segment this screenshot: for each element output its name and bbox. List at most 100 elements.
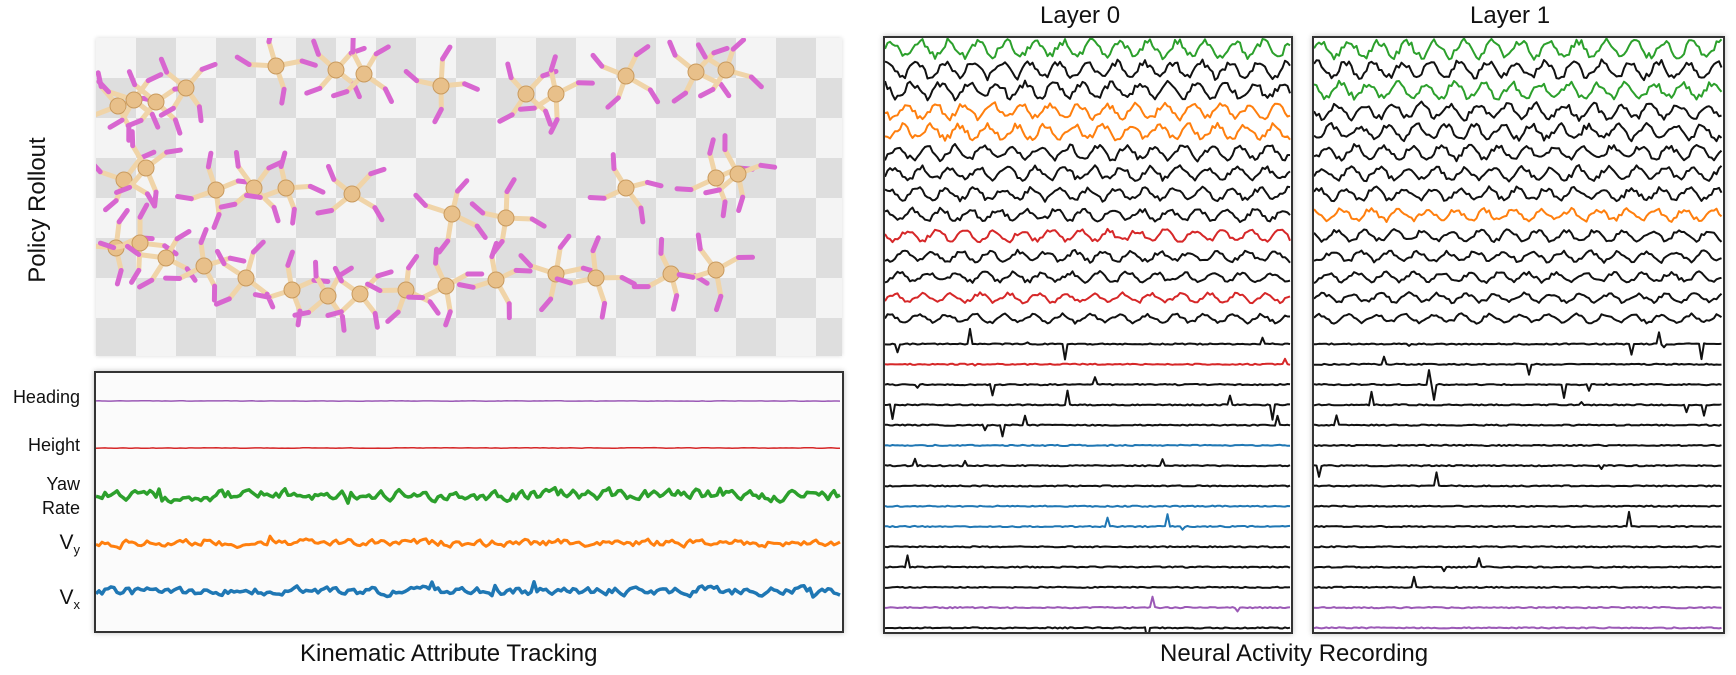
- l1-svg-trace-11: [1314, 270, 1722, 285]
- agent-lower-limb: [311, 38, 321, 57]
- agent-torso: [319, 287, 337, 305]
- quadruped-agent: [590, 44, 661, 110]
- kinematic-panel: [94, 371, 844, 633]
- quadruped-agent: [331, 38, 395, 104]
- agent-lower-limb: [152, 189, 159, 209]
- agent-lower-limb: [638, 205, 646, 225]
- agent-lower-limb: [456, 282, 476, 290]
- l0-svg-trace-26: [885, 585, 1291, 589]
- agent-lower-limb: [413, 192, 428, 208]
- l1-svg-trace-20: [1314, 464, 1722, 478]
- agent-torso: [547, 85, 565, 103]
- agent-lower-limb: [279, 86, 287, 106]
- agent-lower-limb: [605, 95, 621, 110]
- agent-lower-limb: [714, 293, 724, 313]
- layer0-traces: [885, 38, 1291, 632]
- agent-lower-limb: [548, 54, 558, 73]
- agent-torso: [587, 269, 605, 287]
- agent-lower-limb: [138, 149, 157, 161]
- l1-svg-trace-3: [1314, 100, 1722, 122]
- agent-lower-limb: [518, 253, 534, 269]
- agent-lower-limb: [145, 72, 164, 84]
- agent-lower-limb: [667, 39, 678, 58]
- agent-lower-limb: [758, 162, 778, 170]
- agent-lower-limb: [703, 187, 722, 196]
- l1-svg-trace-23: [1314, 510, 1722, 529]
- agent-torso: [351, 285, 369, 303]
- agent-lower-limb: [114, 184, 133, 195]
- policy-rollout-label-text: Policy Rollout: [24, 137, 51, 283]
- agent-lower-limb: [164, 147, 183, 155]
- agent-lower-limb: [440, 44, 453, 62]
- l1-svg-trace-12: [1314, 291, 1723, 305]
- l0-svg-trace-10: [885, 248, 1291, 264]
- neural-caption: Neural Activity Recording: [1160, 640, 1429, 667]
- l0-svg-trace-28: [885, 626, 1291, 632]
- agent-torso: [327, 61, 345, 79]
- l0-svg-trace-2: [885, 79, 1291, 102]
- layer1-panel: [1312, 36, 1725, 634]
- l1-svg-trace-13: [1314, 312, 1723, 325]
- kin-label-yaw-rate: Yaw Rate: [42, 472, 80, 520]
- l1-svg-trace-6: [1314, 164, 1723, 183]
- l0-svg-trace-24: [885, 545, 1291, 549]
- agent-lower-limb: [107, 117, 125, 130]
- agent-torso: [497, 209, 515, 227]
- kinematic-trace-1: [96, 446, 840, 450]
- agent-torso: [237, 269, 255, 287]
- quadruped-agent: [304, 38, 367, 100]
- agent-lower-limb: [285, 249, 295, 268]
- agent-torso: [157, 249, 175, 267]
- kinematic-trace-2: [96, 485, 841, 505]
- agent-torso: [147, 93, 165, 111]
- l0-svg-trace-9: [885, 227, 1291, 244]
- agent-lower-limb: [633, 44, 651, 58]
- quadruped-agent: [456, 240, 533, 321]
- l0-svg-trace-22: [885, 504, 1291, 508]
- kin-label-rate: Rate: [41, 498, 80, 518]
- l1-svg-trace-26: [1314, 575, 1722, 589]
- agent-lower-limb: [658, 236, 665, 256]
- agent-lower-limb: [126, 69, 138, 88]
- l1-svg-trace-8: [1314, 206, 1723, 223]
- agent-torso: [195, 257, 213, 275]
- quadruped-agent: [413, 178, 488, 255]
- agent-lower-limb: [124, 243, 142, 258]
- agent-lower-limb: [610, 152, 617, 172]
- l0-svg-trace-17: [885, 389, 1291, 421]
- agent-torso: [267, 57, 285, 75]
- agent-lower-limb: [497, 112, 515, 124]
- agent-lower-limb: [462, 81, 480, 92]
- agent-lower-limb: [454, 178, 470, 194]
- l1-svg-trace-2: [1314, 79, 1723, 101]
- agent-torso: [355, 65, 373, 83]
- quadruped-agent: [403, 44, 480, 125]
- kin-label-heading: Heading: [12, 387, 80, 407]
- layer1-title: Layer 1: [1470, 2, 1551, 29]
- agent-lower-limb: [196, 104, 204, 124]
- agent-lower-limb: [129, 267, 142, 285]
- l1-svg-trace-7: [1314, 185, 1723, 203]
- agent-lower-limb: [698, 86, 716, 99]
- rollout-agents: [96, 38, 778, 333]
- agent-torso: [707, 261, 725, 279]
- agent-lower-limb: [599, 300, 608, 320]
- agent-lower-limb: [292, 309, 312, 318]
- agent-torso: [437, 277, 455, 295]
- l1-svg-trace-1: [1314, 58, 1723, 82]
- agent-lower-limb: [644, 179, 664, 189]
- agent-lower-limb: [720, 199, 728, 219]
- agent-lower-limb: [205, 150, 214, 170]
- kinematic-trace-3: [96, 534, 841, 551]
- quadruped-agent: [325, 265, 394, 330]
- quadruped-agent: [365, 253, 441, 324]
- kin-label-yaw: Yaw: [46, 474, 80, 494]
- quadruped-agent: [175, 150, 255, 230]
- agent-lower-limb: [214, 248, 227, 267]
- agent-lower-limb: [97, 240, 117, 251]
- agent-lower-limb: [278, 150, 288, 170]
- l1-svg-trace-22: [1314, 504, 1722, 508]
- agent-lower-limb: [137, 202, 150, 220]
- agent-lower-limb: [96, 79, 112, 95]
- kin-label-vx-sub: x: [73, 597, 81, 613]
